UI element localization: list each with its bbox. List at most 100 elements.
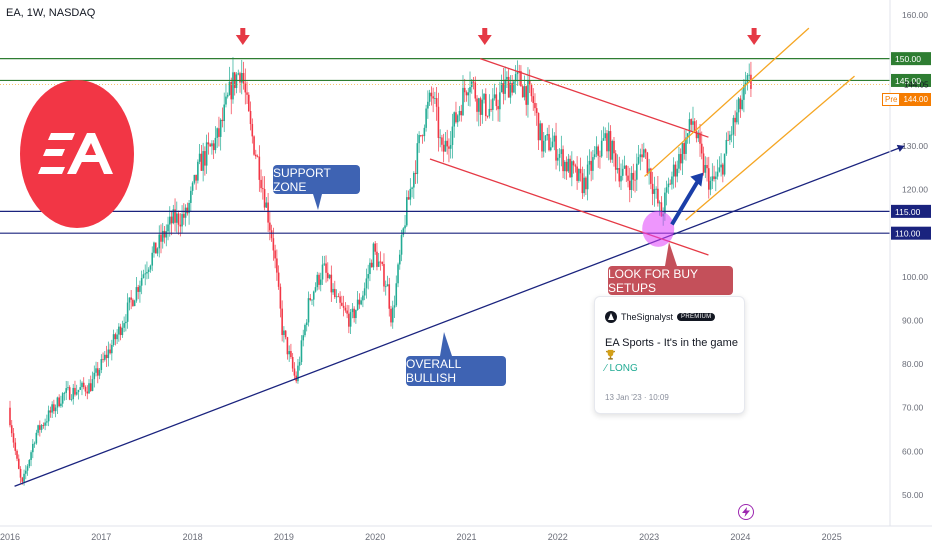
candle-body <box>39 425 41 430</box>
candle-body <box>184 207 187 218</box>
candle-body <box>549 147 552 151</box>
idea-card[interactable]: TheSignalyst PREMIUM EA Sports - It's in… <box>594 296 745 414</box>
candle-body <box>525 86 527 105</box>
candle-body <box>653 189 656 194</box>
candle-body <box>467 92 470 96</box>
candle-body <box>47 410 50 422</box>
candle-body <box>309 298 312 300</box>
candle-body <box>493 94 496 99</box>
candle-body <box>358 299 361 305</box>
candle-body <box>300 340 303 363</box>
candle-body <box>537 113 540 141</box>
candle-body <box>613 140 615 154</box>
candle-body <box>660 202 663 217</box>
y-tick-label: 80.00 <box>902 359 924 369</box>
candle-body <box>216 128 218 138</box>
candle-body <box>618 168 621 182</box>
candle-body <box>147 269 150 272</box>
bullish-arrow-shaft <box>670 177 702 226</box>
candle-body <box>667 183 670 188</box>
candle-body <box>646 152 649 174</box>
candle-body <box>709 180 712 190</box>
candle-body <box>500 83 503 93</box>
candle-body <box>318 274 320 285</box>
candle-body <box>360 300 362 305</box>
candle-body <box>576 166 578 181</box>
candle-body <box>477 98 480 112</box>
candle-body <box>651 183 654 194</box>
sell-arrow-icon <box>751 28 757 36</box>
candle-body <box>607 131 610 152</box>
card-author[interactable]: TheSignalyst PREMIUM <box>605 311 716 323</box>
candle-body <box>356 299 359 310</box>
candle-body <box>235 74 238 89</box>
candle-body <box>283 330 285 335</box>
bullish-arrow-head <box>690 172 704 187</box>
candle-body <box>12 433 15 443</box>
candle-body <box>391 307 394 323</box>
candle-body <box>432 96 434 99</box>
x-tick-label: 2021 <box>456 532 476 542</box>
candle-body <box>558 153 561 158</box>
price-level-tag <box>891 204 931 218</box>
candle-body <box>377 261 380 267</box>
candle-body <box>205 142 208 166</box>
candle-body <box>732 117 735 135</box>
candle-body <box>16 450 18 459</box>
candle-body <box>444 140 447 152</box>
candle-body <box>729 134 731 141</box>
candle-body <box>421 135 424 137</box>
candle-body <box>595 146 598 155</box>
candle-body <box>174 209 176 223</box>
candle-body <box>288 351 290 355</box>
candle-body <box>256 156 259 158</box>
candle-body <box>479 98 482 115</box>
candle-body <box>600 140 603 157</box>
card-direction: ⁄ LONG <box>605 363 638 374</box>
candle-body <box>534 103 536 109</box>
candle-body <box>488 108 491 117</box>
candle-body <box>272 238 275 251</box>
candle-body <box>332 288 334 293</box>
candle-body <box>25 470 27 474</box>
trendline-arrowhead <box>896 144 905 152</box>
candle-body <box>630 172 633 191</box>
candle-body <box>263 189 266 208</box>
candle-body <box>683 143 686 154</box>
y-tick-label: 130.00 <box>902 141 928 151</box>
candle-body <box>102 359 104 360</box>
card-title[interactable]: EA Sports - It's in the game <box>605 337 744 361</box>
candle-body <box>246 92 248 95</box>
x-tick-label: 2018 <box>183 532 203 542</box>
x-tick-label: 2017 <box>91 532 111 542</box>
candle-body <box>181 214 183 227</box>
x-tick-label: 2016 <box>0 532 20 542</box>
candle-body <box>70 399 73 400</box>
candle-body <box>232 72 234 100</box>
last-price-label: 144.05 <box>904 81 929 90</box>
y-tick-label: 90.00 <box>902 315 924 325</box>
candle-body <box>104 354 106 360</box>
candle-body <box>311 299 313 301</box>
candle-body <box>195 174 197 181</box>
candle-body <box>251 124 254 137</box>
overall-bullish-trendline <box>14 145 905 487</box>
price-level-tag-label: 150.00 <box>895 54 921 64</box>
candle-body <box>253 136 255 155</box>
candle-body <box>255 154 257 157</box>
flash-icon[interactable] <box>738 504 754 520</box>
candle-body <box>734 117 736 123</box>
candle-body <box>267 202 269 223</box>
candle-body <box>193 174 196 183</box>
candle-body <box>565 161 568 172</box>
candle-body <box>297 365 299 382</box>
candle-body <box>511 82 513 93</box>
candle-body <box>604 133 607 139</box>
candle-body <box>212 143 215 151</box>
candle-body <box>75 392 78 395</box>
y-tick-label: 120.00 <box>902 185 928 195</box>
candle-body <box>335 296 338 298</box>
sell-arrow-icon-head <box>747 35 762 45</box>
candle-body <box>26 466 29 471</box>
